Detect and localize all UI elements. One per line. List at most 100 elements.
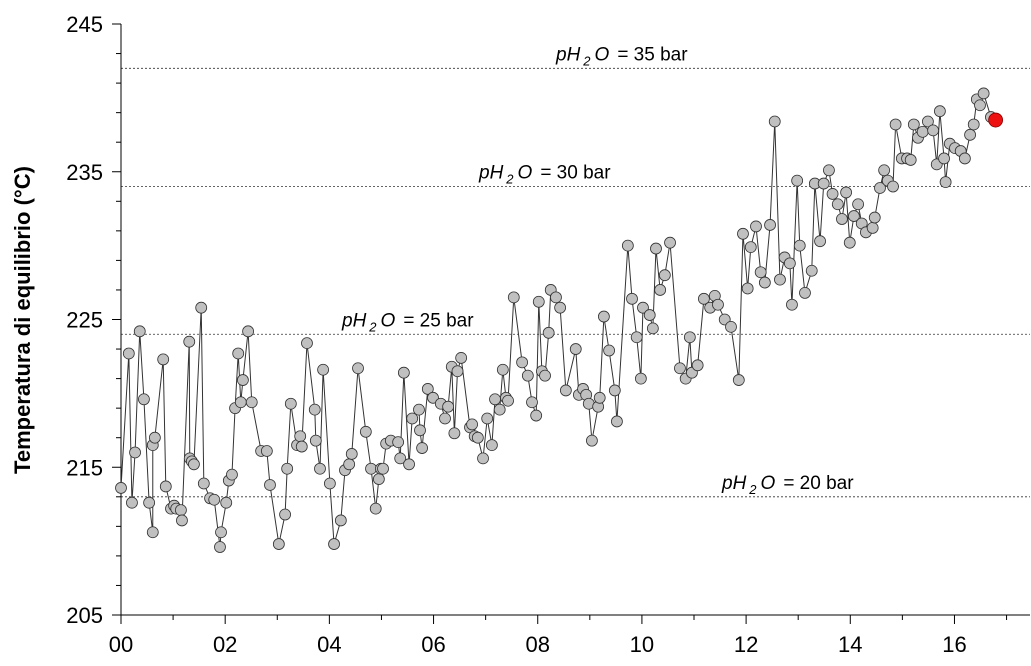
x-tick-label: 00 xyxy=(109,632,133,657)
data-point xyxy=(295,440,308,453)
data-point xyxy=(365,462,377,475)
annotation: pH 2 O = 30 bar xyxy=(478,163,611,187)
annotation-symbol: O xyxy=(518,163,533,184)
data-point xyxy=(683,331,696,344)
data-point xyxy=(406,412,419,425)
data-point xyxy=(397,366,410,379)
data-point xyxy=(916,125,929,138)
data-point xyxy=(817,177,830,190)
data-point xyxy=(175,504,187,516)
data-point xyxy=(786,298,798,311)
data-point xyxy=(232,347,245,360)
data-point xyxy=(597,310,610,323)
data-point xyxy=(314,462,326,475)
data-point xyxy=(489,393,501,406)
data-point xyxy=(226,468,238,481)
data-point xyxy=(477,452,489,465)
data-point xyxy=(188,458,200,471)
y-axis-label: Temperatura di equilibrio (°C) xyxy=(10,166,35,474)
annotation-label: = 25 bar xyxy=(403,310,474,331)
data-point xyxy=(933,105,946,118)
data-point xyxy=(712,298,724,311)
data-point xyxy=(413,403,425,416)
data-point xyxy=(967,118,980,131)
data-point xyxy=(542,326,555,339)
data-point xyxy=(725,320,737,333)
data-point xyxy=(294,430,307,443)
data-point xyxy=(284,397,297,410)
data-point xyxy=(904,154,917,166)
data-point xyxy=(646,322,659,335)
data-point xyxy=(889,118,902,131)
x-tick-label: 12 xyxy=(734,632,758,657)
data-point xyxy=(922,115,934,128)
data-point xyxy=(466,418,478,431)
data-point xyxy=(195,301,208,314)
data-point xyxy=(691,359,704,372)
y-tick-label: 215 xyxy=(66,455,103,480)
data-point xyxy=(236,374,249,386)
data-point xyxy=(852,198,864,211)
data-point xyxy=(774,273,786,286)
data-point xyxy=(215,526,227,539)
data-point xyxy=(197,477,210,490)
data-point xyxy=(831,198,844,211)
data-point xyxy=(814,235,826,248)
x-tick-label: 16 xyxy=(942,632,966,657)
data-point xyxy=(887,180,899,193)
data-point xyxy=(611,415,623,428)
data-point xyxy=(392,436,405,449)
data-point xyxy=(138,393,150,406)
annotation-symbol: O xyxy=(595,44,610,65)
data-point xyxy=(439,412,451,425)
annotation-symbol: pH xyxy=(478,163,504,184)
data-point xyxy=(421,383,434,395)
data-point xyxy=(550,291,562,304)
data-point xyxy=(352,362,364,375)
data-point xyxy=(260,445,273,457)
annotation-symbol: O xyxy=(761,473,776,494)
x-tick-label: 02 xyxy=(213,632,237,657)
data-point xyxy=(650,242,662,255)
data-point xyxy=(148,431,161,444)
data-point xyxy=(530,409,543,422)
data-point xyxy=(442,400,455,413)
annotation-symbol: pH xyxy=(555,44,581,65)
annotation-label: = 30 bar xyxy=(540,163,611,184)
data-point xyxy=(416,442,428,454)
x-tick-label: 06 xyxy=(421,632,445,657)
data-point xyxy=(698,292,710,305)
data-point xyxy=(345,448,358,460)
x-tick-label: 08 xyxy=(525,632,549,657)
data-point xyxy=(281,462,294,475)
data-point xyxy=(569,343,582,355)
data-point xyxy=(874,182,886,194)
data-point xyxy=(126,496,138,509)
data-point xyxy=(526,396,538,409)
data-point xyxy=(279,508,291,521)
data-point xyxy=(593,391,606,404)
data-point xyxy=(737,227,749,240)
data-point xyxy=(658,269,671,282)
data-point xyxy=(323,477,336,490)
data-point xyxy=(621,239,634,252)
data-point xyxy=(977,87,990,100)
data-point xyxy=(744,241,757,254)
data-point xyxy=(507,291,520,304)
data-point xyxy=(496,363,509,376)
data-point xyxy=(764,219,776,231)
data-point xyxy=(630,331,643,344)
annotation: pH 2 O = 25 bar xyxy=(341,310,474,334)
data-point xyxy=(234,396,247,409)
data-point xyxy=(208,493,221,506)
data-point xyxy=(664,236,676,249)
data-point xyxy=(939,176,952,188)
data-point xyxy=(791,174,804,187)
data-point xyxy=(481,412,494,425)
data-point xyxy=(122,347,135,360)
y-tick-label: 245 xyxy=(66,12,103,37)
annotation-symbol: O xyxy=(381,310,396,331)
data-point xyxy=(637,301,649,314)
data-point xyxy=(559,384,572,397)
